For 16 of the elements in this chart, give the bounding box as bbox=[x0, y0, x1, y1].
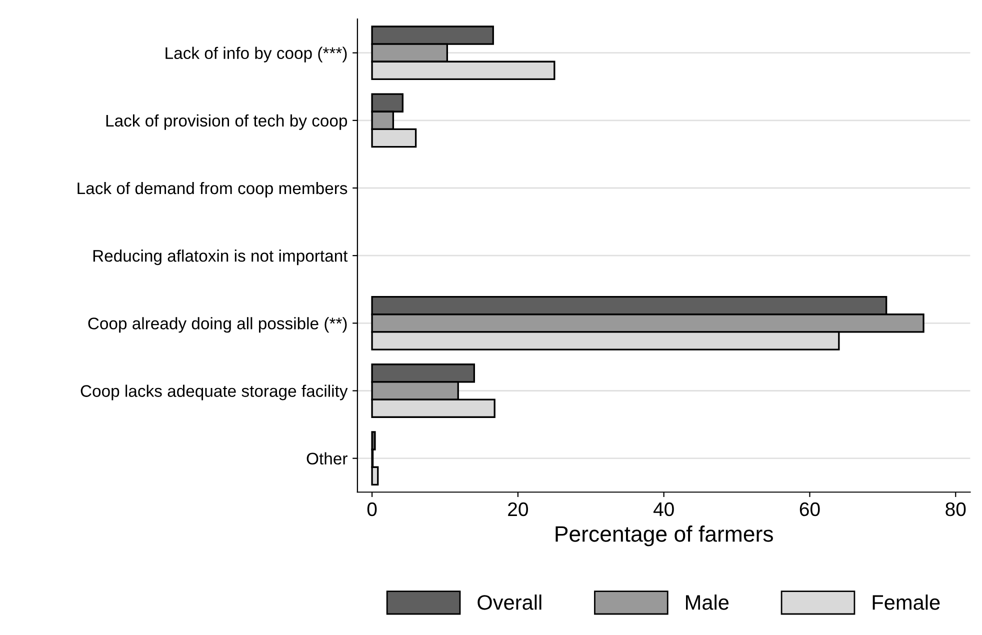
x-tick-label: 60 bbox=[800, 502, 820, 516]
legend-label: Male bbox=[686, 594, 729, 610]
legend-label: Female bbox=[872, 594, 940, 610]
x-axis-title: Percentage of farmers bbox=[556, 526, 773, 546]
x-tick-label: 20 bbox=[508, 502, 528, 516]
y-tick-label: Reducing aflatoxin is not important bbox=[93, 250, 348, 266]
y-tick-label: Lack of demand from coop members bbox=[78, 182, 348, 198]
x-tick-label: 40 bbox=[653, 502, 674, 516]
y-tick-label: Lack of provision of tech by coop bbox=[106, 114, 348, 130]
y-tick-label: Coop lacks adequate storage facility bbox=[80, 384, 348, 400]
y-tick-label: Other bbox=[306, 452, 348, 465]
legend-label: Overall bbox=[478, 594, 542, 610]
x-tick-label: 80 bbox=[946, 502, 966, 516]
y-tick-label: Coop already doing all possible (**) bbox=[88, 317, 347, 333]
y-tick-label: Lack of info by coop (***) bbox=[166, 46, 347, 62]
x-tick-label: 0 bbox=[367, 502, 377, 516]
